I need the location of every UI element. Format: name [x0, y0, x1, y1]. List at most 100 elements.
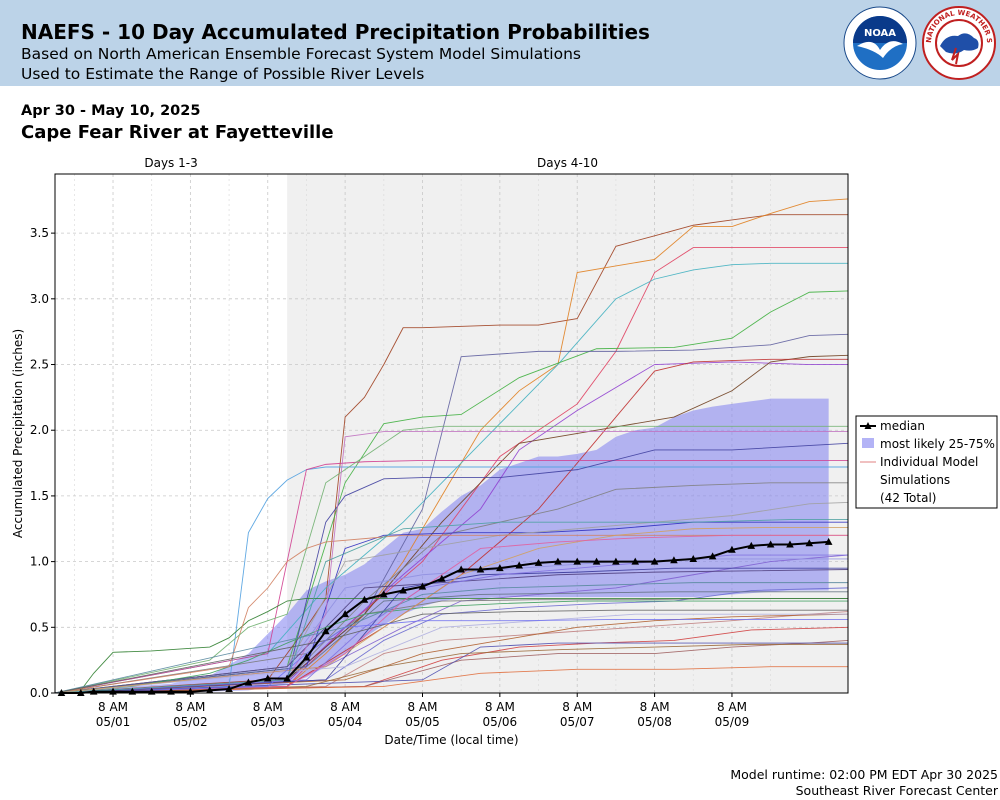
x-tick-time-7: 8 AM: [640, 700, 670, 714]
x-axis-label: Date/Time (local time): [384, 733, 518, 747]
location-title: Cape Fear River at Fayetteville: [21, 122, 334, 143]
legend: median most likely 25-75% Individual Model…: [855, 415, 998, 509]
page-title: NAEFS - 10 Day Accumulated Precipitation…: [21, 20, 650, 44]
median-point-13: [302, 653, 311, 661]
simulation-line-22: [54, 666, 848, 694]
band-25-75: [93, 398, 829, 693]
median-point-15: [341, 610, 349, 618]
median-point-12: [283, 674, 291, 682]
legend-box: [855, 415, 998, 509]
model-runtime: Model runtime: 02:00 PM EDT Apr 30 2025: [730, 767, 998, 782]
median-point-20: [438, 574, 446, 582]
median-point-33: [689, 554, 698, 562]
x-tick-date-0: 05/01: [96, 715, 131, 729]
individual-simulations: [54, 198, 849, 694]
page-subtitle-2: Used to Estimate the Range of Possible R…: [21, 65, 425, 83]
band-area: [93, 398, 829, 693]
simulation-line-33: [54, 567, 848, 694]
median-point-21: [457, 565, 465, 573]
median-point-29: [612, 557, 620, 565]
y-tick-label-3: 1.5: [30, 489, 49, 503]
y-tick-label-0: 0.0: [30, 686, 49, 700]
median-point-16: [360, 595, 369, 603]
simulation-line-35: [54, 526, 848, 694]
simulation-line-26: [54, 569, 849, 694]
x-tick-time-1: 8 AM: [175, 700, 205, 714]
grid-lines: [55, 174, 848, 694]
median-point-10: [244, 678, 253, 686]
simulation-line-27: [54, 591, 848, 694]
median-point-27: [573, 557, 582, 565]
simulation-line-30: [54, 534, 848, 694]
legend-entry-1: median: [880, 419, 925, 433]
simulation-line-40: [54, 609, 848, 694]
y-axis-label: Accumulated Precipitation (inches): [11, 329, 25, 538]
simulation-line-8: [54, 354, 849, 694]
x-tick-date-6: 05/07: [560, 715, 595, 729]
median-point-14: [321, 627, 330, 635]
y-tick-label-1: 0.5: [30, 620, 49, 634]
median-point-25: [534, 558, 543, 566]
x-tick-date-1: 05/02: [173, 715, 208, 729]
y-tick-label-4: 2.0: [30, 423, 49, 437]
median-point-40: [824, 537, 833, 545]
period-label-1: Days 1-3: [144, 156, 197, 170]
x-tick-time-5: 8 AM: [485, 700, 515, 714]
noaa-logo-text: NOAA: [864, 28, 896, 39]
median-point-39: [805, 539, 814, 547]
x-tick-time-2: 8 AM: [253, 700, 283, 714]
simulation-line-37: [54, 582, 848, 694]
legend-entry-2: most likely 25-75%: [880, 437, 995, 451]
simulation-line-7: [54, 361, 848, 694]
simulation-line-41: [54, 618, 848, 694]
simulation-line-16: [54, 554, 849, 694]
period-label-2: Days 4-10: [537, 156, 598, 170]
simulation-line-5: [54, 290, 849, 694]
median-point-38: [786, 540, 794, 548]
x-tick-time-4: 8 AM: [407, 700, 437, 714]
simulation-line-21: [54, 639, 849, 694]
x-tick-date-2: 05/03: [250, 715, 285, 729]
median-point-34: [708, 552, 717, 560]
legend-median-marker: [864, 422, 872, 429]
noaa-logo[interactable]: NOAA: [843, 6, 917, 80]
plot-frame: [54, 173, 849, 694]
simulation-line-23: [54, 642, 848, 694]
median-point-35: [728, 545, 736, 553]
median-point-28: [592, 557, 601, 565]
median-point-22: [476, 565, 485, 573]
forecast-center: Southeast River Forecast Center: [795, 783, 998, 798]
y-tick-label-5: 2.5: [30, 358, 49, 372]
x-tick-time-3: 8 AM: [330, 700, 360, 714]
x-tick-time-6: 8 AM: [562, 700, 592, 714]
median-point-37: [766, 540, 775, 548]
median-point-23: [496, 564, 504, 572]
median-point-17: [380, 590, 388, 598]
median-point-24: [515, 561, 523, 569]
x-tick-time-8: 8 AM: [717, 700, 747, 714]
precip-chart: Days 1-3 Days 4-10 0.0 0.5 1.0 1.5 2.0 2.5 3.0 3…: [11, 156, 998, 747]
median-point-9: [225, 685, 233, 693]
x-tick-time-0: 8 AM: [98, 700, 128, 714]
simulation-line-9: [54, 358, 848, 694]
simulation-line-1: [54, 214, 848, 694]
simulation-line-12: [54, 442, 849, 694]
median-point-36: [747, 541, 756, 549]
legend-entry-3: Individual Model: [880, 455, 978, 469]
y-tick-label-7: 3.5: [30, 226, 49, 240]
x-tick-date-3: 05/04: [328, 715, 363, 729]
median-point-30: [631, 557, 640, 565]
y-tick-label-2: 1.0: [30, 555, 49, 569]
simulation-line-11: [54, 459, 848, 694]
simulation-line-28: [54, 600, 848, 694]
simulation-line-32: [54, 431, 848, 694]
date-range: Apr 30 - May 10, 2025: [21, 103, 201, 119]
nws-logo[interactable]: NATIONAL WEATHER SERVICE: [922, 6, 996, 80]
simulation-line-14: [54, 521, 848, 694]
median-point-31: [650, 557, 659, 565]
median-point-18: [399, 586, 407, 594]
x-tick-date-8: 05/09: [715, 715, 750, 729]
simulation-line-29: [54, 597, 848, 694]
median-point-11: [263, 674, 272, 682]
